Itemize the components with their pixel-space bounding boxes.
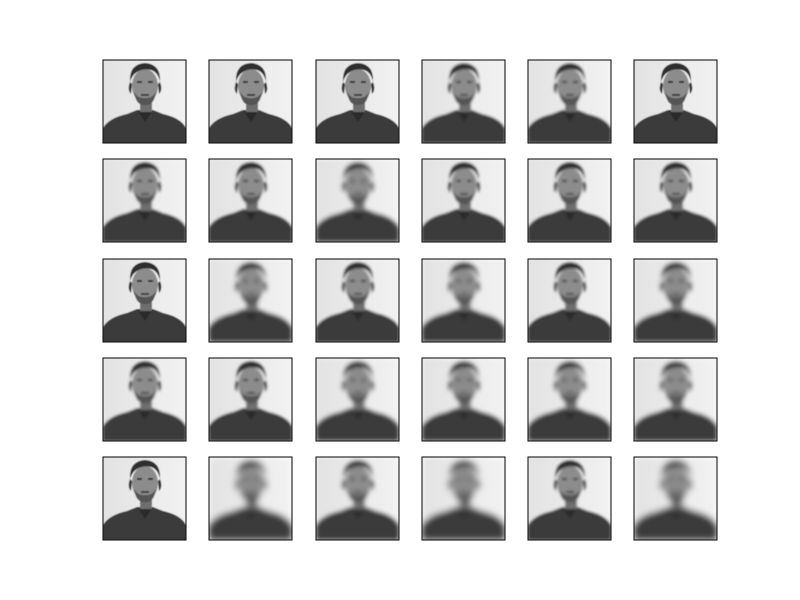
face-image — [315, 158, 400, 243]
image-border — [421, 456, 506, 541]
image-border — [315, 59, 400, 144]
face-image — [208, 59, 293, 144]
face-image — [315, 456, 400, 541]
face-image — [102, 456, 187, 541]
image-border — [633, 357, 718, 442]
image-border — [102, 59, 187, 144]
face-image — [208, 158, 293, 243]
image-border — [208, 456, 293, 541]
image-border — [527, 456, 612, 541]
image-border — [315, 158, 400, 243]
image-border — [315, 456, 400, 541]
face-image — [527, 59, 612, 144]
image-border — [208, 258, 293, 343]
face-image — [633, 456, 718, 541]
face-image — [208, 357, 293, 442]
image-border — [527, 59, 612, 144]
face-image — [102, 158, 187, 243]
face-image — [633, 357, 718, 442]
image-border — [527, 357, 612, 442]
face-image — [421, 357, 506, 442]
image-border — [315, 357, 400, 442]
image-border — [527, 258, 612, 343]
image-border — [102, 357, 187, 442]
image-border — [527, 158, 612, 243]
face-image — [527, 456, 612, 541]
face-image — [421, 258, 506, 343]
face-image — [633, 158, 718, 243]
image-border — [208, 59, 293, 144]
image-border — [633, 158, 718, 243]
image-border — [633, 59, 718, 144]
face-image — [102, 357, 187, 442]
image-border — [102, 456, 187, 541]
face-image — [527, 258, 612, 343]
face-image — [421, 59, 506, 144]
face-image — [633, 258, 718, 343]
face-image — [208, 258, 293, 343]
face-image — [421, 456, 506, 541]
image-border — [208, 357, 293, 442]
image-border — [421, 357, 506, 442]
face-image — [421, 158, 506, 243]
image-border — [421, 258, 506, 343]
face-image — [315, 357, 400, 442]
face-image — [633, 59, 718, 144]
face-image — [527, 158, 612, 243]
face-image — [527, 357, 612, 442]
image-border — [208, 158, 293, 243]
image-border — [102, 158, 187, 243]
image-border — [421, 59, 506, 144]
face-image — [315, 59, 400, 144]
face-image — [208, 456, 293, 541]
face-image — [315, 258, 400, 343]
image-border — [633, 456, 718, 541]
face-image — [102, 59, 187, 144]
face-image — [102, 258, 187, 343]
image-border — [421, 158, 506, 243]
image-border — [102, 258, 187, 343]
image-border — [633, 258, 718, 343]
image-border — [315, 258, 400, 343]
